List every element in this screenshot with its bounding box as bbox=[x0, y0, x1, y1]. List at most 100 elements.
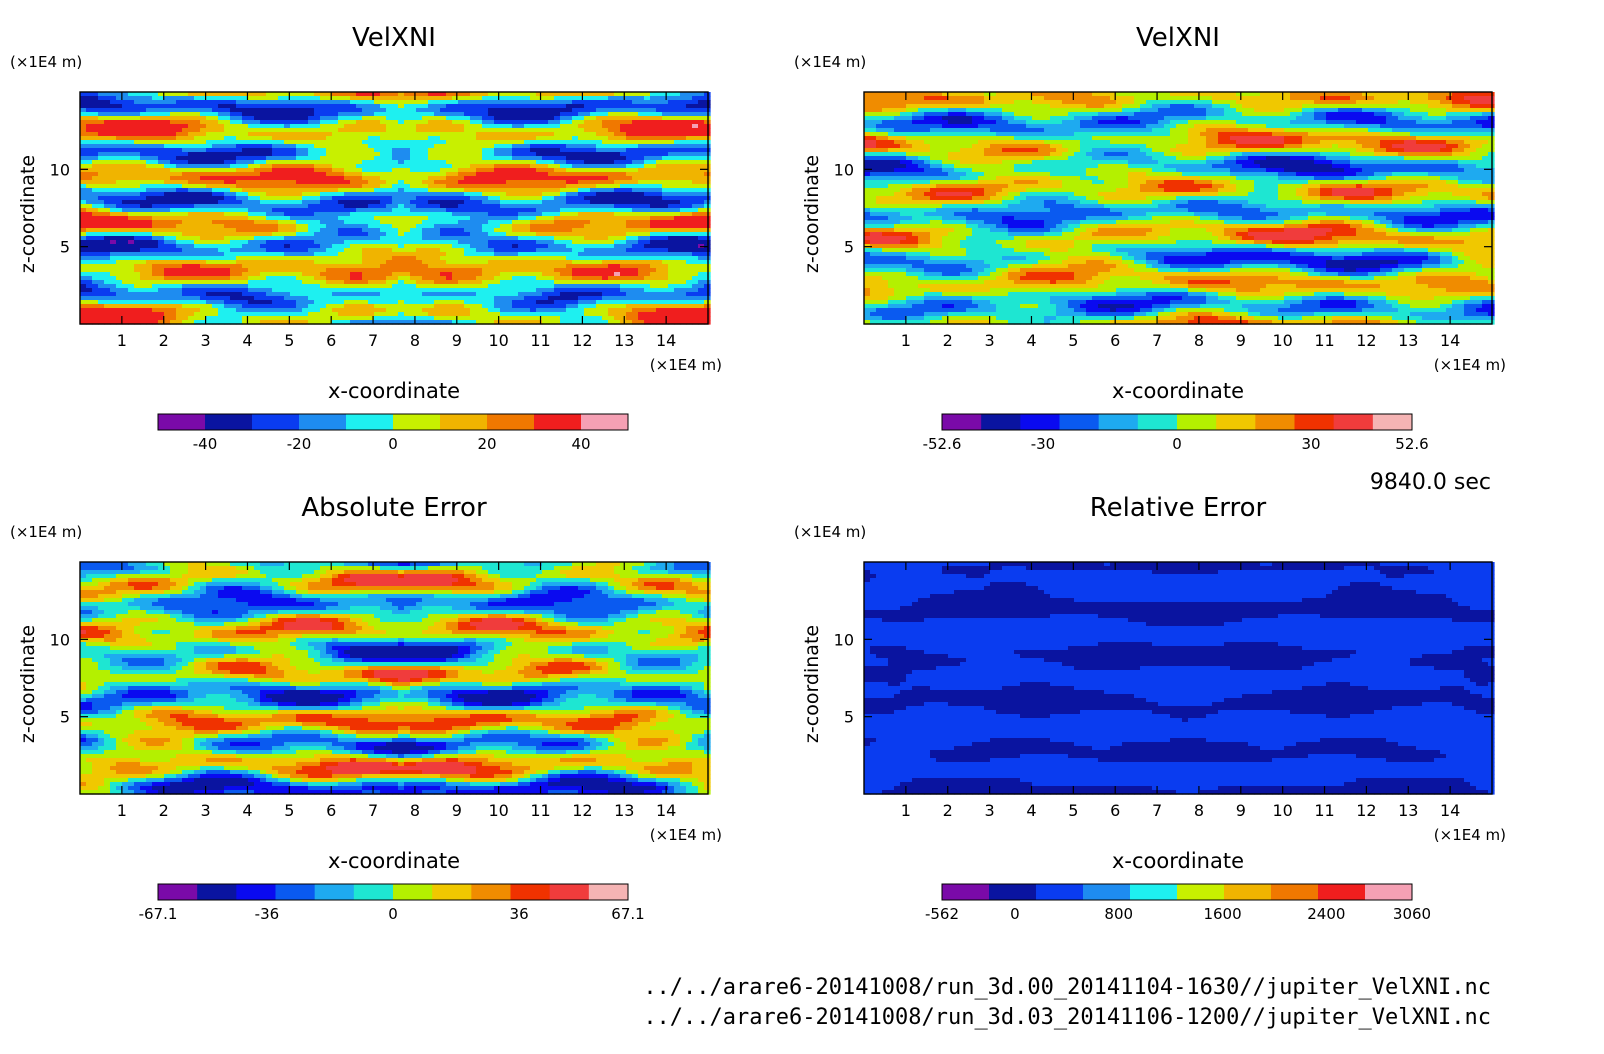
heatmap-cell bbox=[206, 168, 213, 173]
heatmap-cell bbox=[134, 152, 141, 157]
heatmap-cell bbox=[188, 200, 195, 205]
heatmap-cell bbox=[92, 192, 99, 197]
heatmap-cell bbox=[170, 128, 177, 133]
heatmap-cell bbox=[92, 280, 99, 285]
heatmap-cell bbox=[122, 284, 129, 289]
heatmap-cell bbox=[80, 296, 87, 301]
heatmap-cell bbox=[146, 104, 153, 109]
heatmap-cell bbox=[164, 148, 171, 153]
heatmap-cell bbox=[122, 176, 129, 181]
heatmap-cell bbox=[224, 108, 231, 113]
heatmap-cell bbox=[116, 264, 123, 269]
heatmap-cell bbox=[110, 248, 117, 253]
heatmap-cell bbox=[146, 172, 153, 177]
heatmap-cell bbox=[146, 188, 153, 193]
heatmap-cell bbox=[92, 208, 99, 213]
heatmap-cell bbox=[134, 100, 141, 105]
heatmap-cell bbox=[98, 280, 105, 285]
heatmap-cell bbox=[200, 156, 207, 161]
heatmap-cell bbox=[206, 276, 213, 281]
heatmap-cell bbox=[224, 244, 231, 249]
heatmap-cell bbox=[158, 196, 165, 201]
heatmap-cell bbox=[176, 128, 183, 133]
heatmap-cell bbox=[140, 300, 147, 305]
heatmap-cell bbox=[212, 196, 219, 201]
heatmap-cell bbox=[140, 176, 147, 181]
heatmap-cell bbox=[164, 116, 171, 121]
heatmap-cell bbox=[224, 168, 231, 173]
heatmap-cell bbox=[170, 300, 177, 305]
heatmap-cell bbox=[92, 304, 99, 309]
heatmap-cell bbox=[122, 296, 129, 301]
heatmap-cell bbox=[236, 300, 243, 305]
heatmap-cell bbox=[110, 140, 117, 145]
heatmap-cell bbox=[134, 220, 141, 225]
heatmap-cell bbox=[110, 164, 117, 169]
heatmap-cell bbox=[188, 164, 195, 169]
heatmap-cell bbox=[176, 288, 183, 293]
heatmap-cell bbox=[218, 244, 225, 249]
heatmap-cell bbox=[176, 168, 183, 173]
heatmap-cell bbox=[110, 120, 117, 125]
heatmap-cell bbox=[194, 116, 201, 121]
heatmap-cell bbox=[134, 184, 141, 189]
heatmap-cell bbox=[206, 108, 213, 113]
heatmap-cell bbox=[152, 236, 159, 241]
heatmap-cell bbox=[230, 232, 237, 237]
heatmap-cell bbox=[206, 164, 213, 169]
heatmap-cell bbox=[206, 112, 213, 117]
heatmap-cell bbox=[80, 256, 87, 261]
heatmap-cell bbox=[188, 116, 195, 121]
heatmap-cell bbox=[146, 148, 153, 153]
heatmap-cell bbox=[188, 220, 195, 225]
heatmap-cell bbox=[188, 240, 195, 245]
heatmap-cell bbox=[164, 240, 171, 245]
heatmap-cell bbox=[146, 124, 153, 129]
heatmap-cell bbox=[128, 228, 135, 233]
heatmap-cell bbox=[134, 244, 141, 249]
heatmap-cell bbox=[158, 156, 165, 161]
heatmap-cell bbox=[218, 96, 225, 101]
heatmap-cell bbox=[218, 280, 225, 285]
heatmap-cell bbox=[170, 108, 177, 113]
heatmap-cell bbox=[170, 184, 177, 189]
heatmap-cell bbox=[230, 204, 237, 209]
heatmap-cell bbox=[218, 132, 225, 137]
heatmap-cell bbox=[164, 316, 171, 321]
heatmap-cell bbox=[158, 236, 165, 241]
heatmap-cell bbox=[230, 300, 237, 305]
heatmap-cell bbox=[134, 208, 141, 213]
heatmap-cell bbox=[98, 316, 105, 321]
heatmap-cell bbox=[182, 104, 189, 109]
heatmap-cell bbox=[224, 180, 231, 185]
heatmap-cell bbox=[194, 268, 201, 273]
heatmap-cell bbox=[92, 184, 99, 189]
heatmap-cell bbox=[158, 260, 165, 265]
heatmap-cell bbox=[170, 160, 177, 165]
heatmap-cell bbox=[110, 196, 117, 201]
heatmap-cell bbox=[86, 280, 93, 285]
heatmap-cell bbox=[98, 212, 105, 217]
heatmap-cell bbox=[176, 304, 183, 309]
heatmap-cell bbox=[158, 296, 165, 301]
heatmap-cell bbox=[188, 232, 195, 237]
heatmap-cell bbox=[212, 100, 219, 105]
heatmap-cell bbox=[188, 160, 195, 165]
heatmap-cell bbox=[224, 288, 231, 293]
heatmap-cell bbox=[152, 108, 159, 113]
heatmap-cell bbox=[158, 136, 165, 141]
heatmap-cell bbox=[242, 148, 249, 153]
heatmap-cell bbox=[98, 272, 105, 277]
heatmap-cell bbox=[128, 112, 135, 117]
heatmap-cell bbox=[98, 112, 105, 117]
heatmap-cell bbox=[140, 140, 147, 145]
heatmap-cell bbox=[158, 128, 165, 133]
heatmap-cell bbox=[170, 172, 177, 177]
heatmap-cell bbox=[242, 156, 249, 161]
heatmap-cell bbox=[158, 240, 165, 245]
heatmap-cell bbox=[182, 132, 189, 137]
heatmap-cell bbox=[236, 168, 243, 173]
heatmap-cell bbox=[92, 292, 99, 297]
heatmap-cell bbox=[98, 196, 105, 201]
heatmap-cell bbox=[212, 256, 219, 261]
